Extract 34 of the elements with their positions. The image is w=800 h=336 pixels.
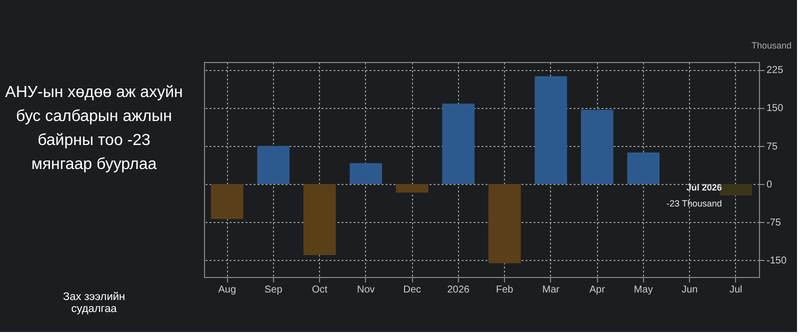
x-tick-label: Aug [218,284,236,296]
bar [350,163,382,184]
x-tick-label: Jun [682,284,698,296]
bar [720,184,752,196]
x-tick-label: Mar [542,284,560,296]
bar [442,104,475,184]
annotation: -23 Thousand [666,198,722,209]
x-tick-label: May [634,284,653,296]
text: Зах зээлийн судалгаа [62,291,126,315]
bar [396,184,428,193]
bar [257,146,290,184]
annotation: Jul 2026 [686,182,722,193]
y-tick-label: 0 [766,179,772,190]
bar [488,184,521,264]
x-tick-label: Oct [312,284,328,296]
bar [210,184,244,220]
bar [303,184,336,256]
x-tick-label: Dec [403,284,422,296]
x-tick-label: Sep [264,284,283,296]
x-tick-label: Jul [729,284,742,296]
y-tick-label: -150 [766,256,787,267]
bar [580,110,614,184]
x-tick-label: 2026 [447,284,470,296]
x-tick-label: Apr [589,284,606,296]
y-tick-label: 150 [766,103,784,114]
y-tick-label: -75 [766,218,782,229]
bar [627,152,660,184]
y-axis-title: Thousand [751,40,792,50]
x-tick-label: Nov [356,284,375,296]
bar [534,76,568,184]
y-tick-label: 225 [766,65,784,76]
x-tick-label: Feb [496,284,514,296]
text: АНУ-ын хөдөө аж ахуйн бус салбарын ажлын байрны тоо -23 мянгаар буурлаа [5,84,183,173]
y-tick-label: 75 [766,141,778,152]
